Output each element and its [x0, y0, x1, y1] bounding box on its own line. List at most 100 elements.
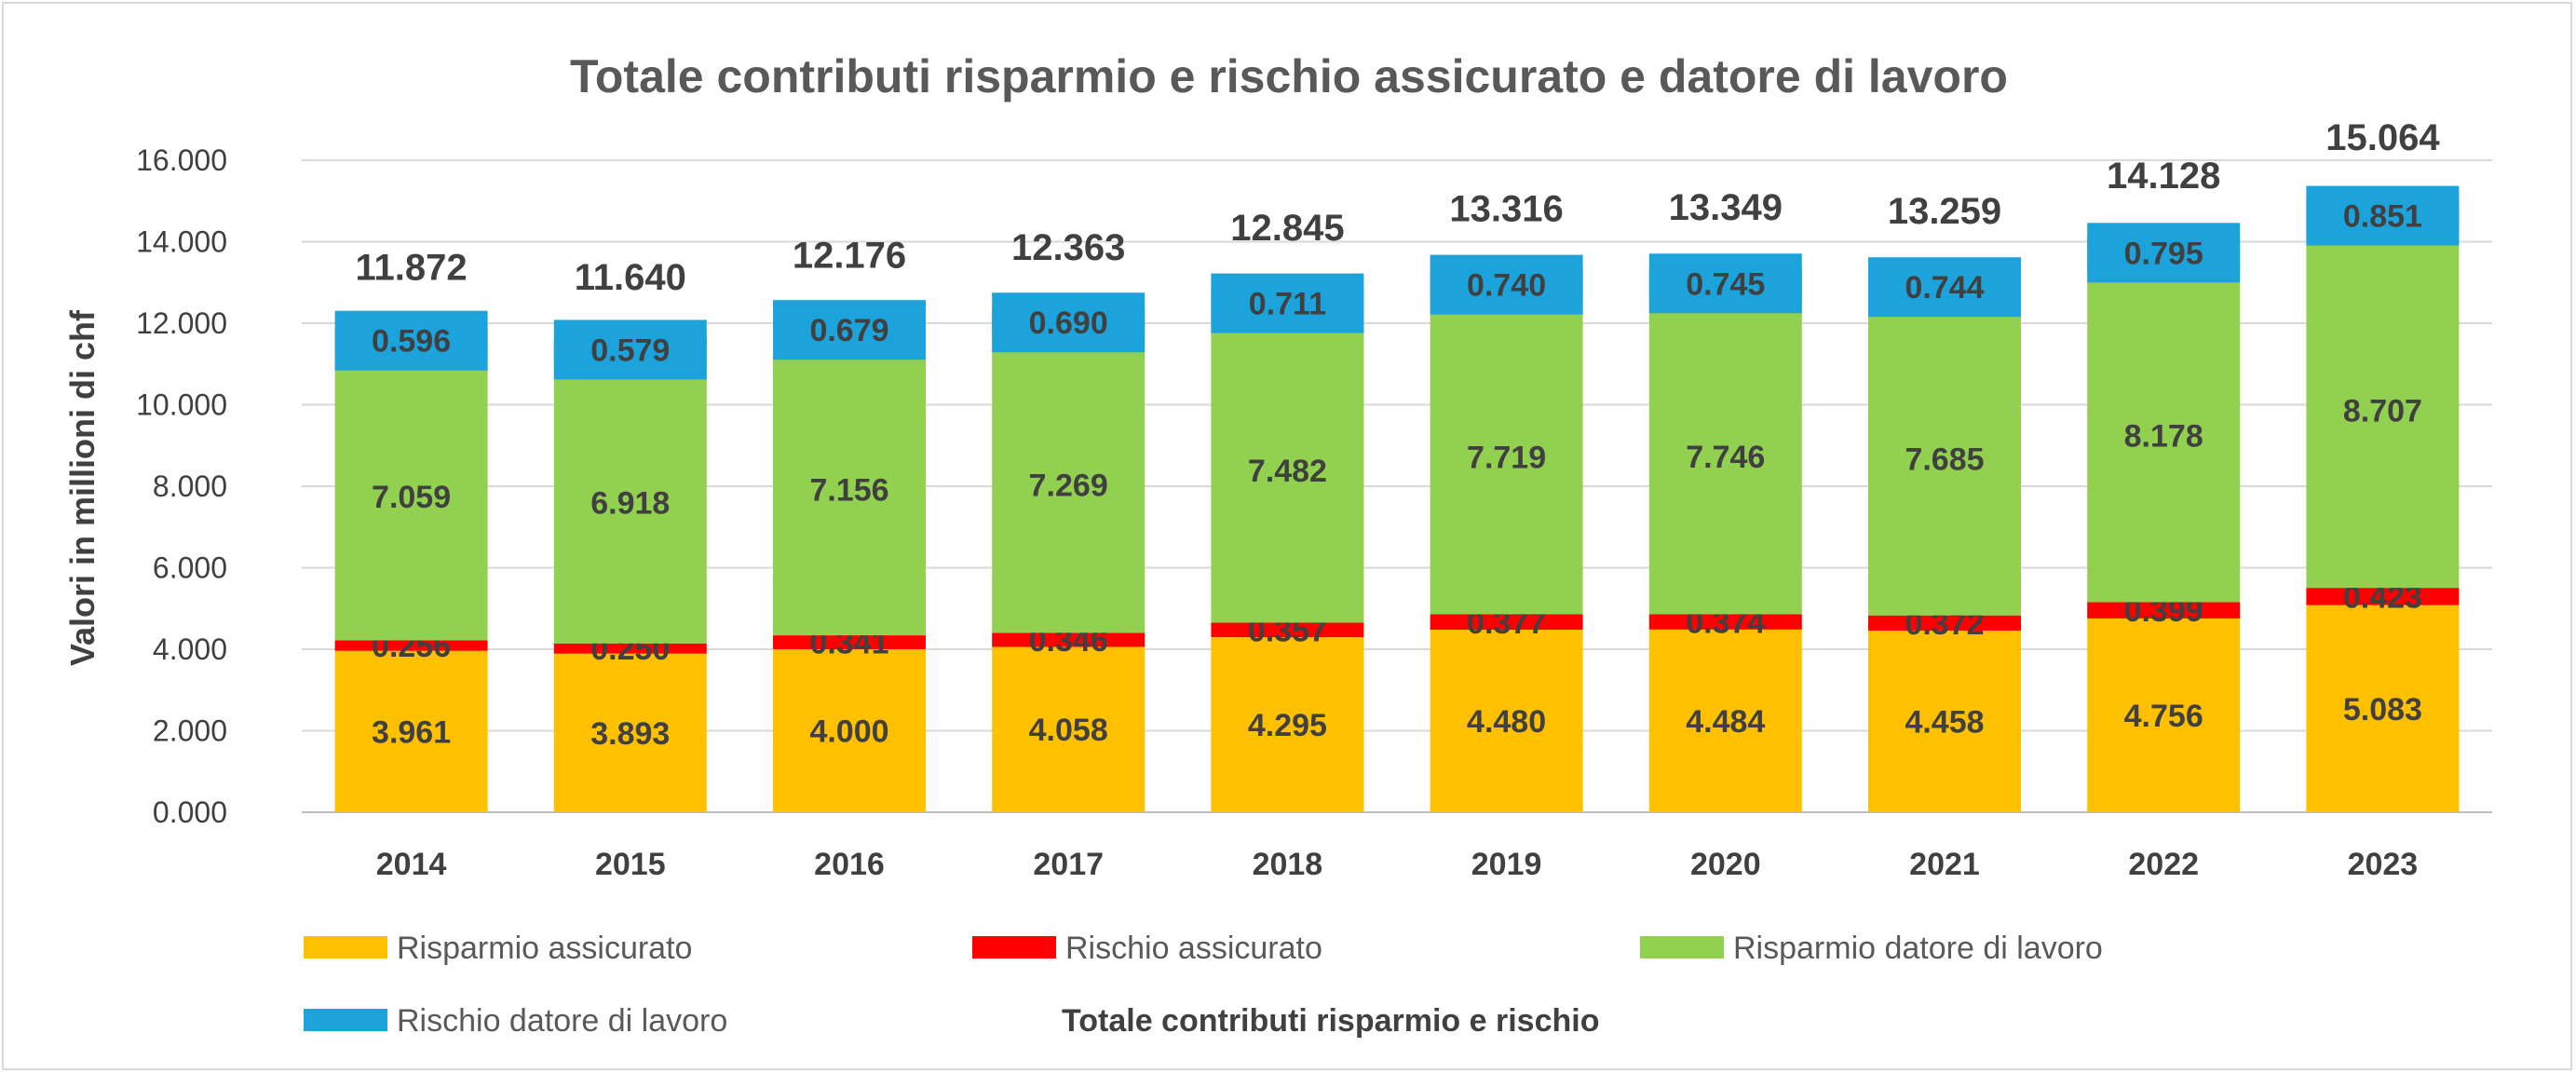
data-label: 4.480	[1467, 704, 1546, 740]
data-label-callout	[2087, 223, 2241, 283]
legend-label: Risparmio assicurato	[397, 931, 692, 966]
legend-swatch	[304, 936, 387, 958]
data-label: 4.058	[1029, 713, 1108, 748]
chart-title: Totale contributi risparmio e rischio as…	[570, 50, 2008, 102]
data-label: 4.295	[1248, 708, 1327, 743]
data-label: 3.893	[590, 716, 670, 752]
data-label: 7.482	[1248, 454, 1327, 489]
data-label: 6.918	[590, 485, 670, 521]
bar-segment	[1648, 614, 1802, 630]
data-label: 7.059	[372, 480, 451, 515]
total-label: 11.872	[356, 248, 468, 289]
bar-segment	[1430, 299, 1583, 615]
data-label: 4.756	[2124, 699, 2203, 734]
total-label: 12.363	[1011, 227, 1125, 268]
bar-segment	[2087, 618, 2241, 812]
total-label: 14.128	[2107, 156, 2220, 197]
data-label-callout	[2306, 185, 2460, 246]
data-label: 0.740	[1467, 268, 1546, 304]
bar-segment	[992, 632, 1146, 647]
data-label: 8.178	[2124, 419, 2203, 455]
bar-segment	[553, 653, 707, 812]
data-label-callout	[1868, 257, 2021, 318]
bar-segment	[992, 646, 1146, 812]
total-label: 13.316	[1449, 188, 1563, 229]
bar-segment	[1211, 318, 1364, 623]
legend-item: Risparmio assicurato	[304, 931, 692, 966]
legend-label: Rischio assicurato	[1065, 931, 1322, 966]
data-label: 4.484	[1686, 704, 1765, 740]
data-label: 4.000	[809, 714, 888, 750]
data-label: 0.744	[1905, 270, 1984, 306]
bar-segment	[334, 352, 488, 641]
data-label: 7.269	[1029, 468, 1108, 503]
bar-segment	[1648, 629, 1802, 812]
y-tick-label: 16.000	[136, 143, 227, 177]
x-tick-label: 2018	[1253, 847, 1323, 882]
bar-segment	[1211, 637, 1364, 812]
x-tick-label: 2014	[376, 847, 447, 882]
bar-segment	[2306, 588, 2460, 605]
data-label: 0.711	[1249, 287, 1326, 322]
legend: Risparmio assicurato Rischio assicurato Ri…	[304, 931, 2103, 1039]
data-label: 4.458	[1905, 704, 1984, 740]
bar-segment	[2306, 605, 2460, 812]
x-tick-label: 2016	[814, 847, 885, 882]
bar-segment	[1211, 622, 1364, 638]
data-label: 7.719	[1467, 441, 1546, 476]
total-label: 12.176	[793, 235, 906, 276]
y-tick-label: 6.000	[153, 551, 227, 585]
y-axis-ticks: 0.000 2.000 4.000 6.000 8.000 10.000 12.000 14.…	[136, 143, 227, 829]
data-label: 0.795	[2124, 236, 2203, 271]
x-tick-label: 2021	[1909, 847, 1980, 882]
data-label-callout	[334, 310, 488, 371]
y-tick-label: 12.000	[136, 306, 227, 340]
x-tick-label: 2019	[1471, 847, 1542, 882]
y-tick-label: 8.000	[153, 469, 227, 503]
total-label: 11.640	[575, 257, 686, 298]
x-axis-ticks: 2014 2015 2016 2017 2018 2019 2020 2021 2022 2023	[376, 847, 2418, 882]
bar-segment	[334, 640, 488, 651]
data-label-callout	[992, 292, 1146, 353]
bar-segment	[773, 635, 926, 649]
data-label-callout	[1430, 254, 1583, 315]
data-label-callout	[773, 300, 926, 360]
x-tick-label: 2020	[1690, 847, 1761, 882]
data-label: 0.679	[809, 313, 888, 348]
data-label: 7.156	[809, 473, 888, 509]
x-tick-label: 2022	[2128, 847, 2199, 882]
bar-segment	[773, 649, 926, 812]
x-tick-label: 2017	[1033, 847, 1104, 882]
total-label: 15.064	[2325, 117, 2440, 158]
y-tick-label: 10.000	[136, 388, 227, 422]
data-label-callout	[1211, 273, 1364, 333]
y-tick-label: 4.000	[153, 632, 227, 666]
bar-segment	[992, 336, 1146, 633]
bars: 3.9610.2567.0590.59611.8723.8930.2506.91…	[334, 117, 2460, 812]
data-label: 0.579	[590, 333, 670, 368]
bar-segment	[553, 643, 707, 654]
bar-segment	[1648, 298, 1802, 615]
data-label: 0.745	[1686, 266, 1765, 302]
total-label: 13.259	[1888, 191, 2001, 232]
bar-segment	[1868, 615, 2021, 631]
y-axis-label: Valori in millioni di chf	[63, 309, 102, 666]
data-label: 7.685	[1905, 442, 1984, 478]
y-tick-label: 0.000	[153, 795, 227, 829]
legend-label: Totale contributi risparmio e rischio	[1062, 1003, 1599, 1039]
bar-segment	[773, 344, 926, 636]
data-label: 5.083	[2343, 692, 2422, 727]
legend-item: Rischio assicurato	[972, 931, 1322, 966]
bar-segment	[2087, 602, 2241, 619]
data-label: 7.746	[1686, 440, 1765, 475]
total-label: 12.845	[1230, 208, 1344, 249]
legend-swatch	[1640, 936, 1724, 958]
